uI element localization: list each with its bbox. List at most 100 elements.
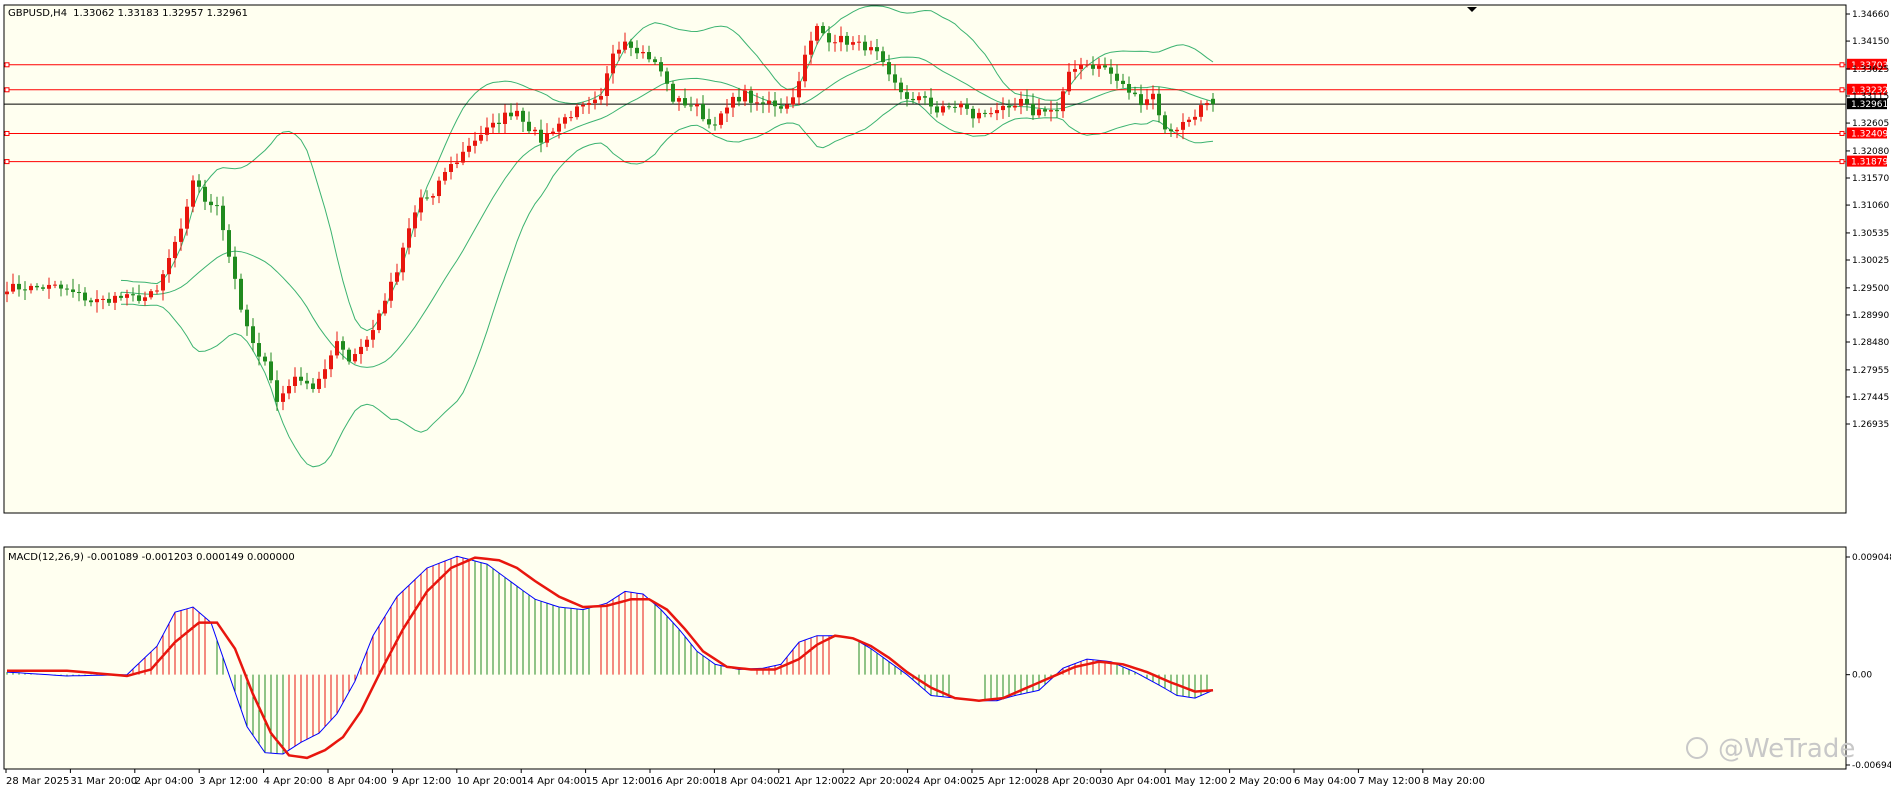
- candle-body: [179, 228, 183, 242]
- candle-body: [827, 33, 831, 43]
- level-handle-right-3[interactable]: [1839, 159, 1845, 165]
- macd-tick-label: -0.006946: [1852, 761, 1891, 771]
- candle-body: [593, 99, 597, 104]
- candle-body: [1007, 105, 1011, 108]
- candle-body: [47, 284, 51, 289]
- time-tick-label: 14 Apr 04:00: [521, 776, 586, 787]
- candle-body: [455, 162, 459, 165]
- time-tick-label: 28 Apr 20:00: [1036, 776, 1101, 787]
- candle-body: [809, 40, 813, 55]
- candle-body: [53, 284, 57, 286]
- candle-body: [29, 285, 33, 291]
- level-handle-left-1[interactable]: [4, 87, 10, 93]
- candle-body: [173, 241, 177, 259]
- candle-body: [707, 119, 711, 125]
- level-tag-2: 1.32409: [1851, 129, 1888, 139]
- candle-body: [971, 108, 975, 119]
- candle-body: [641, 52, 645, 54]
- time-tick-label: 28 Mar 2025: [6, 776, 69, 787]
- candle-body: [245, 309, 249, 327]
- candle-body: [485, 127, 489, 135]
- candle-body: [35, 285, 39, 288]
- candle-body: [1181, 121, 1185, 130]
- candle-body: [341, 341, 345, 350]
- macd-indicator: 0.009048 0.00 -0.006946: [6, 553, 1891, 771]
- candle-body: [863, 41, 867, 51]
- candle-body: [779, 106, 783, 109]
- candle-body: [437, 180, 441, 197]
- candle-body: [467, 145, 471, 152]
- candle-body: [77, 292, 81, 294]
- candle-body: [917, 96, 921, 101]
- candle-body: [575, 106, 579, 118]
- macd-panel[interactable]: [3, 546, 1847, 770]
- candle-body: [17, 283, 21, 290]
- candle-body: [281, 393, 285, 402]
- time-tick-label: 25 Apr 12:00: [972, 776, 1037, 787]
- candle-body: [605, 73, 609, 96]
- candle-body: [41, 287, 45, 289]
- level-handle-right-1[interactable]: [1839, 87, 1845, 93]
- price-axis: 1.34660 1.34150 1.33625 1.33115 1.32605 1.320…: [1846, 10, 1889, 430]
- candle-body: [1151, 93, 1155, 100]
- candle-body: [215, 205, 219, 207]
- candle-body: [221, 205, 225, 231]
- price-tick-label: 1.26935: [1852, 420, 1889, 430]
- macd-tick-label: 0.00: [1852, 671, 1872, 681]
- level-handle-left-0[interactable]: [4, 62, 10, 68]
- macd-header-label: MACD(12,26,9) -0.001089 -0.001203 0.0001…: [8, 552, 295, 563]
- candle-body: [89, 300, 93, 303]
- candle-body: [587, 103, 591, 105]
- candle-body: [1187, 119, 1191, 122]
- candle-body: [161, 274, 165, 291]
- candle-body: [1049, 110, 1053, 112]
- candle-body: [983, 112, 987, 114]
- price-tick-label: 1.30535: [1852, 229, 1889, 239]
- candle-body: [647, 52, 651, 60]
- shift-marker-icon[interactable]: [1467, 7, 1477, 12]
- level-handle-right-2[interactable]: [1839, 130, 1845, 136]
- candle-body: [155, 290, 159, 292]
- candle-body: [611, 53, 615, 74]
- candle-body: [1037, 109, 1041, 116]
- candle-body: [107, 298, 111, 303]
- candle-body: [899, 82, 903, 93]
- candle-body: [1139, 94, 1143, 106]
- time-tick-label: 4 Apr 20:00: [264, 776, 323, 787]
- candle-body: [1145, 99, 1149, 106]
- current-price-tag: 1.32961: [1851, 100, 1888, 110]
- main-panel[interactable]: [3, 4, 1847, 514]
- candle-body: [11, 283, 15, 292]
- candle-body: [509, 112, 513, 117]
- candle-body: [1001, 105, 1005, 111]
- candle-body: [275, 380, 279, 402]
- price-tick-label: 1.34150: [1852, 37, 1889, 47]
- level-handle-right-0[interactable]: [1839, 62, 1845, 68]
- candle-body: [359, 346, 363, 355]
- bb-upper-line: [120, 5, 1214, 332]
- level-tag-3: 1.31879: [1851, 158, 1888, 168]
- candle-body: [1133, 92, 1137, 95]
- candle-body: [137, 295, 141, 301]
- candle-body: [755, 102, 759, 104]
- candle-body: [1025, 98, 1029, 104]
- candle-body: [311, 383, 315, 389]
- candle-body: [1205, 103, 1209, 106]
- candle-body: [1169, 129, 1173, 132]
- candle-body: [959, 103, 963, 108]
- candle-body: [527, 121, 531, 132]
- macd-tick-label: 0.009048: [1852, 553, 1891, 563]
- candle-body: [521, 110, 525, 122]
- candle-body: [929, 97, 933, 107]
- candle-body: [143, 297, 147, 301]
- time-tick-label: 3 Apr 12:00: [199, 776, 258, 787]
- level-handle-left-3[interactable]: [4, 159, 10, 165]
- wetrade-watermark: @WeTrade: [1686, 734, 1855, 764]
- candle-body: [167, 258, 171, 275]
- candle-body: [5, 291, 9, 295]
- candle-body: [731, 96, 735, 108]
- level-handle-left-2[interactable]: [4, 130, 10, 136]
- candle-body: [197, 180, 201, 187]
